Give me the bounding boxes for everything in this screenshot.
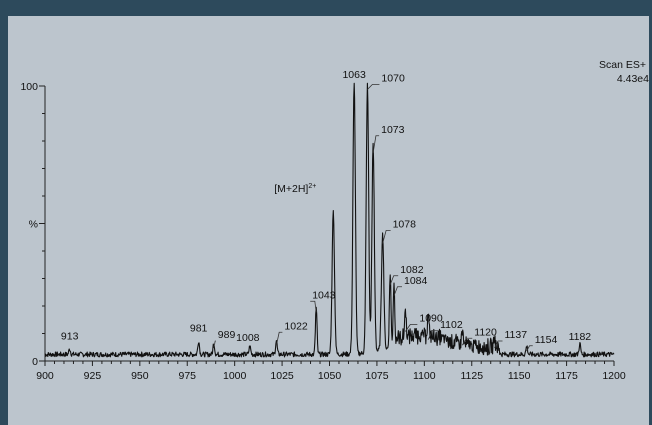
y-tick-label: % [29,219,38,231]
peak-label: 981 [190,322,208,334]
x-tick-label: 1200 [602,370,626,382]
y-tick-label: 0 [32,356,38,368]
x-tick-label: 1125 [460,370,483,382]
peak-leader-line [382,230,391,244]
peak-leader-line [389,275,399,285]
spectrum-trace-layer [44,82,615,358]
x-tick-label: 1175 [555,370,578,382]
peak-label: 1022 [284,320,308,332]
peak-leader-line [461,337,473,346]
peak-leader-line [213,340,216,349]
peak-label: 1070 [381,73,405,85]
peak-label: 1078 [393,219,417,231]
peak-label: 1008 [236,332,260,344]
x-tick-label: 1075 [365,370,389,382]
peak-label: 1084 [404,275,428,287]
spectrum-series-line [44,82,615,358]
x-tick-label: 1025 [270,370,294,382]
x-tick-label: 900 [36,370,54,382]
peak-label: 989 [218,329,236,341]
x-tick-label: 1100 [413,370,436,382]
peak-leader-line [405,324,418,332]
peak-leader-line [372,135,380,153]
peak-label: 1090 [419,313,443,325]
peak-label: 1073 [381,124,405,136]
peak-leader-line [393,286,402,296]
x-tick-label: 975 [178,370,196,382]
chart-axes: 900 925 950 975 1000 1025 1050 1075 1100 1125 1150… [20,81,625,382]
ion-annotation-label: [M+2H]2+ [274,183,316,195]
x-tick-label: 1150 [508,370,531,382]
peak-leader-line [310,300,317,313]
peak-leader-line [427,330,439,340]
ion-charge-superscript: 2+ [308,183,316,190]
peak-label: 1102 [440,319,463,331]
peak-leader-line [367,84,380,90]
peak-label: 1063 [342,69,366,81]
peak-leader-line [276,331,283,346]
x-tick-label: 1000 [223,370,247,382]
peak-label: 1043 [312,289,336,301]
max-intensity-label: 4.43e4 [617,73,649,85]
peak-label: 1182 [569,331,592,343]
peak-label: 1154 [535,334,558,346]
peak-leader-line [494,340,503,349]
x-tick-label: 1050 [318,370,342,382]
peak-label: 1120 [474,326,497,338]
x-tick-label: 925 [84,370,102,382]
peak-leader-line [526,345,533,351]
y-tick-label: 100 [20,81,38,93]
scan-mode-label: Scan ES+ [599,59,646,71]
peak-label: 913 [61,331,79,343]
peak-label: 1082 [400,264,424,276]
peak-labels-layer: 913 981 989 1008 1022 1043 1063 1070 1073 1078 108… [61,69,591,351]
x-tick-label: 950 [131,370,149,382]
peak-label: 1137 [505,329,528,341]
